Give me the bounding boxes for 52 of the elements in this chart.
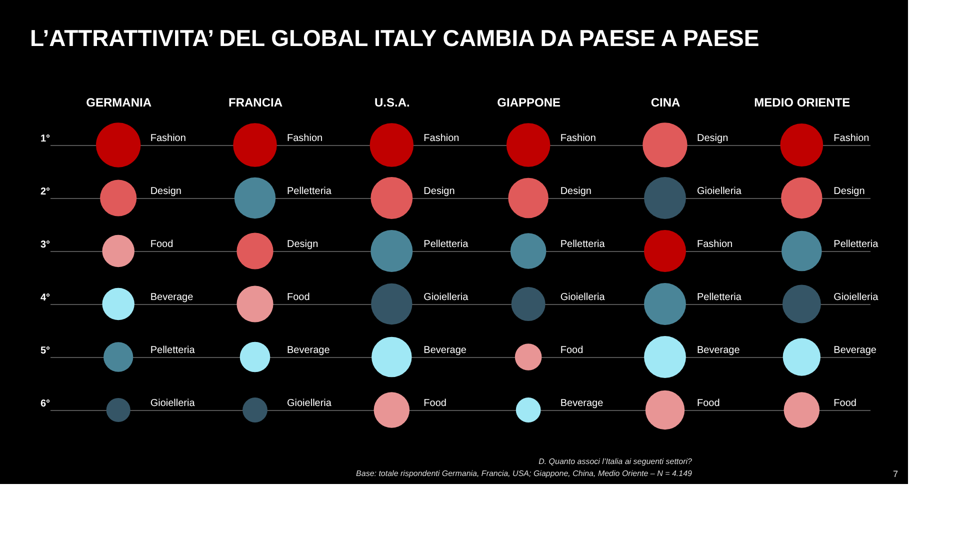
text: 7 [892, 469, 898, 479]
text: Fashion [560, 133, 596, 144]
text: Pelletteria [560, 239, 605, 250]
chart-title: L’ATTRATTIVITA’ DEL GLOBAL ITALY CAMBIA DA PAESE A PAESE [30, 25, 760, 51]
text: Design [834, 186, 865, 197]
text: Design [424, 186, 455, 197]
text: Food [287, 292, 310, 303]
series-label: Fashion [150, 133, 186, 144]
series-label: Design [697, 133, 728, 144]
series-label: Gioielleria [697, 186, 742, 197]
text: Base: totale rispondenti Germania, Francia, USA; Giappone, China, Medio Oriente – N = 4.149 [356, 469, 693, 478]
series-label: Food [697, 398, 720, 409]
text: Food [150, 239, 174, 250]
x-tick-label: GIAPPONE [497, 96, 561, 110]
text: Gioielleria [150, 398, 195, 409]
text: Beverage [424, 345, 466, 356]
text: Design [287, 239, 318, 250]
text: Pelletteria [697, 292, 742, 303]
text: Food [560, 345, 584, 356]
text: Beverage [560, 398, 604, 409]
x-tick-label: FRANCIA [228, 96, 283, 110]
text: Pelletteria [287, 186, 332, 197]
text: Food [834, 398, 856, 409]
text: Beverage [287, 345, 330, 356]
text: D. Quanto associ l’Italia ai seguenti settori? [538, 457, 693, 466]
x-tick-label: U.S.A. [374, 96, 410, 110]
text: Food [424, 398, 446, 409]
x-tick-label: MEDIO ORIENTE [754, 96, 850, 110]
x-tick-label: GERMANIA [86, 96, 152, 110]
text: Fashion [287, 133, 323, 144]
series-label: Pelletteria [424, 239, 469, 250]
text: Beverage [834, 345, 876, 356]
text: Gioielleria [560, 292, 605, 303]
text: Gioielleria [287, 398, 332, 409]
y-tick-label: 3° [40, 240, 50, 250]
y-tick-label: 5° [40, 346, 50, 356]
text: Beverage [150, 292, 194, 303]
x-tick-label: CINA [650, 96, 680, 110]
text: Design [150, 186, 182, 197]
text: Pelletteria [150, 345, 195, 356]
text: Fashion [424, 133, 460, 144]
y-tick-label: 4° [40, 292, 50, 304]
series-label: Beverage [697, 345, 740, 356]
text: Design [560, 186, 592, 197]
text: Pelletteria [834, 239, 878, 250]
y-tick-label: 6° [40, 398, 50, 410]
text: Fashion [834, 133, 870, 144]
text: Gioielleria [834, 292, 878, 303]
y-tick-label: 1° [40, 134, 50, 144]
text: Fashion [697, 239, 733, 250]
text: Gioielleria [424, 292, 468, 303]
y-tick-label: 2° [40, 186, 50, 198]
